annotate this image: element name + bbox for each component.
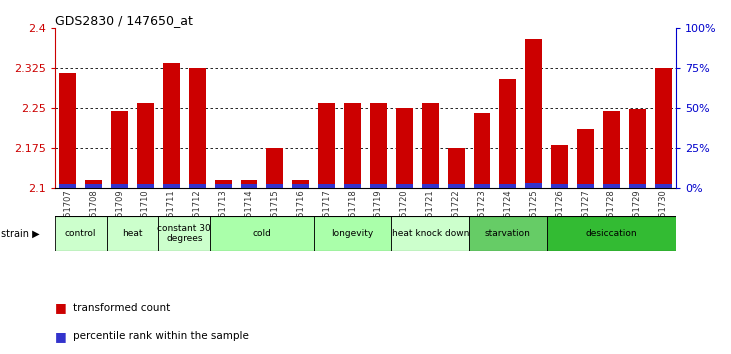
Bar xyxy=(111,184,128,188)
Bar xyxy=(240,184,257,188)
Bar xyxy=(469,216,547,251)
Bar xyxy=(447,184,464,188)
Bar xyxy=(159,216,211,251)
Bar xyxy=(267,148,284,188)
Bar xyxy=(189,68,205,188)
Bar xyxy=(318,184,335,188)
Text: cold: cold xyxy=(252,229,271,238)
Bar xyxy=(422,184,439,188)
Bar xyxy=(474,113,491,188)
Bar xyxy=(211,216,314,251)
Bar xyxy=(292,184,309,188)
Bar xyxy=(577,184,594,188)
Text: starvation: starvation xyxy=(485,229,531,238)
Bar xyxy=(292,179,309,188)
Bar xyxy=(163,184,180,188)
Bar xyxy=(551,145,568,188)
Bar xyxy=(314,216,391,251)
Text: strain ▶: strain ▶ xyxy=(1,229,40,239)
Text: ■: ■ xyxy=(55,330,67,343)
Bar xyxy=(240,179,257,188)
Bar xyxy=(499,184,516,188)
Bar xyxy=(499,79,516,188)
Bar xyxy=(55,216,107,251)
Bar xyxy=(603,184,620,188)
Bar xyxy=(396,184,413,188)
Bar xyxy=(547,216,676,251)
Text: GDS2830 / 147650_at: GDS2830 / 147650_at xyxy=(55,14,193,27)
Text: transformed count: transformed count xyxy=(73,303,170,313)
Bar xyxy=(655,68,672,188)
Bar xyxy=(137,184,154,188)
Text: ■: ■ xyxy=(55,302,67,314)
Bar xyxy=(370,103,387,188)
Bar xyxy=(629,109,645,188)
Bar xyxy=(163,63,180,188)
Bar xyxy=(344,184,361,188)
Text: desiccation: desiccation xyxy=(586,229,637,238)
Text: constant 30
degrees: constant 30 degrees xyxy=(157,224,211,243)
Bar xyxy=(267,184,284,188)
Text: percentile rank within the sample: percentile rank within the sample xyxy=(73,331,249,341)
Bar xyxy=(86,179,102,188)
Bar xyxy=(422,103,439,188)
Bar xyxy=(603,110,620,188)
Bar xyxy=(189,184,205,188)
Bar xyxy=(215,184,232,188)
Bar xyxy=(59,184,76,188)
Bar xyxy=(318,103,335,188)
Text: control: control xyxy=(65,229,96,238)
Bar xyxy=(396,108,413,188)
Bar xyxy=(107,216,159,251)
Text: heat knock down: heat knock down xyxy=(392,229,469,238)
Bar xyxy=(577,129,594,188)
Bar xyxy=(59,74,76,188)
Bar xyxy=(526,39,542,188)
Text: heat: heat xyxy=(122,229,143,238)
Bar xyxy=(344,103,361,188)
Bar xyxy=(137,103,154,188)
Bar xyxy=(447,148,464,188)
Text: longevity: longevity xyxy=(331,229,374,238)
Bar xyxy=(215,179,232,188)
Bar xyxy=(551,184,568,188)
Bar xyxy=(474,184,491,188)
Bar xyxy=(391,216,469,251)
Bar xyxy=(111,110,128,188)
Bar xyxy=(526,183,542,188)
Bar xyxy=(370,184,387,188)
Bar xyxy=(86,184,102,188)
Bar xyxy=(655,184,672,188)
Bar xyxy=(629,184,645,188)
